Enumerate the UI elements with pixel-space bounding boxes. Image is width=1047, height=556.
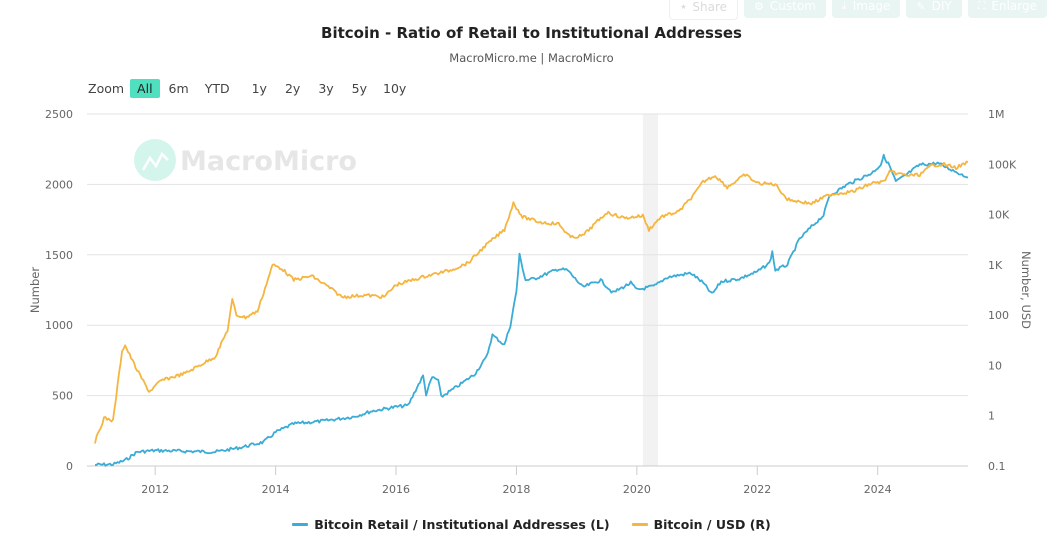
watermark-text: MacroMicro bbox=[180, 146, 357, 177]
chart-legend: Bitcoin Retail / Institutional Addresses… bbox=[0, 517, 1047, 532]
zoom-range-selector: Zoom All 6m YTD 1y 2y 3y 5y 10y bbox=[88, 79, 415, 98]
share-button[interactable]: ⭑ Share bbox=[669, 0, 739, 20]
zoom-5y-button[interactable]: 5y bbox=[351, 81, 368, 96]
series-line-retail-institutional bbox=[94, 153, 969, 467]
custom-button[interactable]: ⚙ Custom bbox=[744, 0, 826, 18]
enlarge-label: Enlarge bbox=[991, 0, 1037, 13]
y-left-tick-label: 2500 bbox=[45, 108, 73, 121]
chart-subtitle: MacroMicro.me | MacroMicro bbox=[449, 51, 614, 65]
x-tick-label: 2022 bbox=[743, 483, 771, 496]
chart-toolbar: ⭑ Share ⚙ Custom ⤓ Image ✎ DIY ⛶ Enlarge bbox=[669, 0, 1047, 20]
legend-swatch-orange bbox=[631, 523, 648, 526]
shaded-band bbox=[642, 114, 658, 466]
x-tick-label: 2014 bbox=[262, 483, 290, 496]
legend-label: Bitcoin Retail / Institutional Addresses… bbox=[314, 517, 610, 532]
custom-label: Custom bbox=[769, 0, 816, 13]
diy-label: DIY bbox=[931, 0, 952, 13]
zoom-ytd-button[interactable]: YTD bbox=[204, 81, 230, 96]
y-axis-left-title: Number bbox=[28, 267, 42, 313]
share-icon: ⭑ bbox=[680, 0, 687, 13]
expand-icon: ⛶ bbox=[977, 0, 986, 12]
legend-label: Bitcoin / USD (R) bbox=[653, 517, 771, 532]
image-button[interactable]: ⤓ Image bbox=[831, 0, 901, 18]
y-right-tick-label: 1K bbox=[988, 259, 1003, 272]
legend-item-retail-institutional[interactable]: Bitcoin Retail / Institutional Addresses… bbox=[292, 517, 610, 532]
pencil-icon: ✎ bbox=[916, 0, 926, 13]
y-right-tick-label: 10 bbox=[988, 359, 1002, 372]
zoom-6m-button[interactable]: 6m bbox=[168, 81, 189, 96]
y-right-tick-label: 0.1 bbox=[988, 460, 1006, 473]
diy-button[interactable]: ✎ DIY bbox=[906, 0, 962, 18]
x-tick-label: 2024 bbox=[864, 483, 892, 496]
x-tick-label: 2012 bbox=[141, 483, 169, 496]
y-left-tick-label: 1000 bbox=[45, 319, 73, 332]
series-line-btc-usd bbox=[94, 160, 969, 444]
download-icon: ⤓ bbox=[841, 0, 847, 12]
zoom-10y-button[interactable]: 10y bbox=[383, 81, 407, 96]
series-layer bbox=[94, 153, 969, 467]
zoom-3y-button[interactable]: 3y bbox=[318, 81, 334, 96]
y-axis-right-title: Number, USD bbox=[1019, 251, 1033, 329]
y-left-tick-label: 1500 bbox=[45, 249, 73, 262]
y-axis-right: 0.1 1 10 100 1K 10K 100K 1M bbox=[988, 108, 1017, 473]
y-right-tick-label: 1M bbox=[988, 108, 1005, 121]
x-tick-label: 2020 bbox=[623, 483, 651, 496]
x-axis: 2012 2014 2016 2018 2020 2022 2024 bbox=[141, 466, 892, 496]
y-left-tick-label: 2000 bbox=[45, 178, 73, 191]
x-tick-label: 2016 bbox=[382, 483, 410, 496]
y-right-tick-label: 1 bbox=[988, 410, 995, 423]
gridlines-layer bbox=[87, 113, 968, 467]
y-left-tick-label: 500 bbox=[52, 390, 73, 403]
image-label: Image bbox=[852, 0, 891, 13]
x-tick-label: 2018 bbox=[502, 483, 530, 496]
share-label: Share bbox=[692, 0, 728, 14]
chart-title: Bitcoin - Ratio of Retail to Institution… bbox=[321, 24, 742, 42]
y-axis-left: 0 500 1000 1500 2000 2500 bbox=[45, 108, 73, 473]
zoom-1y-button[interactable]: 1y bbox=[251, 81, 267, 96]
watermark-logo-icon bbox=[134, 139, 176, 181]
enlarge-button[interactable]: ⛶ Enlarge bbox=[967, 0, 1047, 18]
gear-icon: ⚙ bbox=[754, 0, 764, 13]
y-left-tick-label: 0 bbox=[66, 460, 73, 473]
legend-item-btc-usd[interactable]: Bitcoin / USD (R) bbox=[631, 517, 771, 532]
y-right-tick-label: 100K bbox=[988, 158, 1017, 171]
watermark-logo-chart-icon bbox=[141, 151, 169, 171]
legend-swatch-blue bbox=[292, 523, 309, 526]
y-right-tick-label: 100 bbox=[988, 309, 1009, 322]
watermark: MacroMicro bbox=[134, 139, 357, 181]
y-right-tick-label: 10K bbox=[988, 209, 1010, 222]
zoom-label: Zoom bbox=[88, 81, 125, 96]
zoom-all-button[interactable]: All bbox=[130, 79, 160, 98]
shaded-band-layer bbox=[642, 114, 658, 466]
zoom-2y-button[interactable]: 2y bbox=[284, 81, 301, 96]
